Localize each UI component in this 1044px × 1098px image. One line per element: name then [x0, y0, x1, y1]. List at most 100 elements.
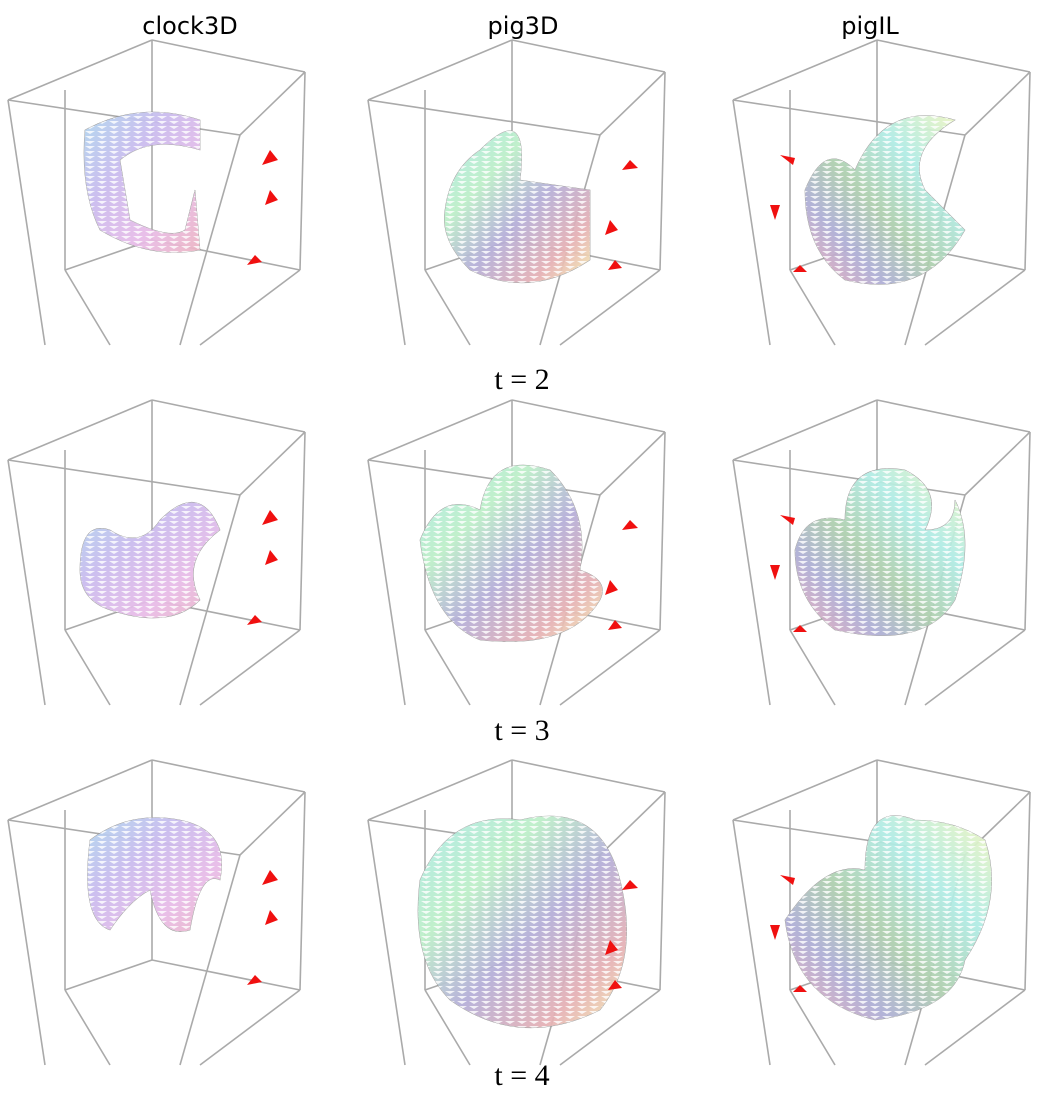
box-edge — [877, 40, 1030, 72]
box-edge — [425, 270, 470, 345]
box-edge — [200, 630, 300, 705]
row-caption: t = 3 — [494, 714, 549, 747]
box-edge — [790, 270, 835, 345]
direction-arrow — [265, 910, 278, 925]
box-edge — [368, 100, 600, 135]
direction-arrow — [770, 205, 780, 220]
box-edge — [152, 400, 305, 432]
box-edge — [65, 960, 152, 990]
box-edge — [368, 460, 405, 705]
box-edge — [733, 820, 770, 1065]
box-edge — [152, 960, 300, 990]
panel — [8, 400, 305, 705]
box-edge — [600, 792, 665, 855]
box-edge — [600, 432, 665, 495]
box-edge — [240, 432, 305, 495]
box-edge — [790, 990, 835, 1065]
panel — [8, 760, 305, 1065]
column-header: clock3D — [142, 12, 237, 40]
column-header: pigIL — [841, 12, 899, 40]
direction-arrow — [622, 880, 638, 890]
panel — [733, 400, 1030, 705]
box-edge — [733, 460, 770, 705]
direction-arrow — [780, 515, 795, 525]
box-edge — [368, 100, 405, 345]
box-edge — [8, 460, 45, 705]
mesh-lines — [418, 816, 627, 1028]
mesh-lines — [785, 816, 992, 1020]
box-edge — [560, 630, 660, 705]
mesh-lines — [805, 116, 965, 285]
box-edge — [65, 630, 110, 705]
box-edge — [925, 630, 1025, 705]
box-edge — [965, 432, 1030, 495]
mesh-lines — [84, 112, 200, 253]
box-edge — [65, 990, 110, 1065]
bounding-box — [8, 40, 305, 345]
mesh-lines — [88, 818, 222, 932]
box-edge — [65, 270, 110, 345]
box-edge — [368, 40, 512, 100]
direction-arrow — [262, 510, 278, 525]
row-caption: t = 2 — [494, 363, 549, 396]
box-edge — [1025, 432, 1030, 630]
row-caption: t = 4 — [494, 1059, 549, 1092]
box-edge — [300, 432, 305, 630]
direction-arrow — [622, 160, 638, 170]
direction-arrow — [770, 565, 780, 580]
box-edge — [877, 400, 1030, 432]
box-edge — [512, 40, 665, 72]
direction-arrow — [780, 875, 795, 885]
box-edge — [8, 100, 45, 345]
box-edge — [368, 820, 405, 1065]
box-edge — [8, 460, 240, 495]
box-edge — [300, 72, 305, 270]
direction-arrow — [265, 190, 278, 205]
box-edge — [965, 72, 1030, 135]
direction-arrow — [605, 220, 618, 235]
box-edge — [925, 990, 1025, 1065]
direction-arrow — [262, 150, 278, 165]
box-edge — [152, 760, 305, 792]
box-edge — [733, 100, 770, 345]
panel — [733, 760, 1030, 1065]
box-edge — [660, 792, 665, 990]
box-edge — [200, 270, 300, 345]
box-edge — [733, 400, 877, 460]
panel — [368, 40, 665, 345]
box-edge — [600, 72, 665, 135]
direction-arrow — [262, 870, 278, 885]
mesh-lines — [80, 502, 220, 618]
box-edge — [1025, 792, 1030, 990]
box-edge — [240, 72, 305, 135]
box-edge — [200, 990, 300, 1065]
box-edge — [152, 40, 305, 72]
box-edge — [660, 72, 665, 270]
box-edge — [8, 40, 152, 100]
panel — [8, 40, 305, 345]
box-edge — [733, 460, 965, 495]
box-edge — [8, 400, 152, 460]
panel — [733, 40, 1030, 345]
box-edge — [560, 270, 660, 345]
direction-arrow — [780, 155, 795, 165]
box-edge — [8, 820, 45, 1065]
direction-arrow — [770, 925, 780, 940]
panel — [368, 760, 665, 1065]
box-edge — [512, 400, 665, 432]
mesh-lines — [795, 469, 965, 636]
box-edge — [368, 400, 512, 460]
direction-arrow — [605, 580, 618, 595]
direction-arrow — [265, 550, 278, 565]
box-edge — [425, 630, 470, 705]
mesh-lines — [444, 131, 590, 283]
box-edge — [790, 630, 835, 705]
box-edge — [733, 760, 877, 820]
box-edge — [240, 792, 305, 855]
direction-arrow — [622, 520, 638, 530]
box-edge — [925, 270, 1025, 345]
box-edge — [733, 40, 877, 100]
box-edge — [512, 760, 665, 792]
column-header: pig3D — [488, 12, 559, 40]
box-edge — [300, 792, 305, 990]
